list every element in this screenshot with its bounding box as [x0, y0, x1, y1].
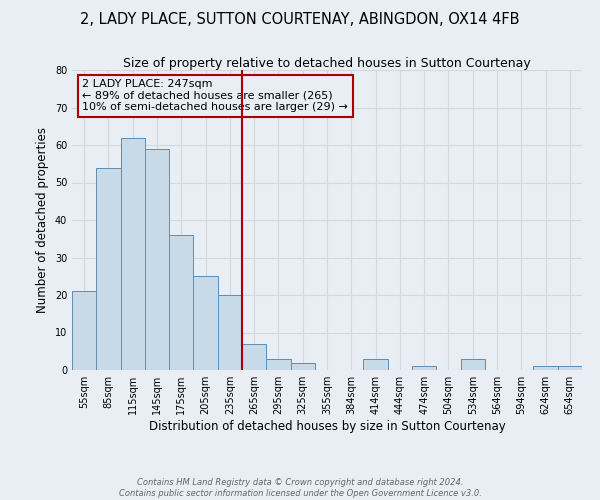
Text: 2, LADY PLACE, SUTTON COURTENAY, ABINGDON, OX14 4FB: 2, LADY PLACE, SUTTON COURTENAY, ABINGDO… — [80, 12, 520, 28]
Bar — [169, 235, 193, 370]
X-axis label: Distribution of detached houses by size in Sutton Courtenay: Distribution of detached houses by size … — [149, 420, 505, 433]
Bar — [218, 295, 242, 370]
Bar — [242, 344, 266, 370]
Bar — [558, 366, 582, 370]
Bar — [533, 366, 558, 370]
Bar — [121, 138, 145, 370]
Bar — [145, 149, 169, 370]
Y-axis label: Number of detached properties: Number of detached properties — [36, 127, 49, 313]
Bar — [72, 291, 96, 370]
Bar — [412, 366, 436, 370]
Title: Size of property relative to detached houses in Sutton Courtenay: Size of property relative to detached ho… — [123, 57, 531, 70]
Bar — [193, 276, 218, 370]
Bar — [461, 359, 485, 370]
Bar — [96, 168, 121, 370]
Bar — [266, 359, 290, 370]
Bar — [290, 362, 315, 370]
Text: Contains HM Land Registry data © Crown copyright and database right 2024.
Contai: Contains HM Land Registry data © Crown c… — [119, 478, 481, 498]
Text: 2 LADY PLACE: 247sqm
← 89% of detached houses are smaller (265)
10% of semi-deta: 2 LADY PLACE: 247sqm ← 89% of detached h… — [82, 79, 348, 112]
Bar — [364, 359, 388, 370]
